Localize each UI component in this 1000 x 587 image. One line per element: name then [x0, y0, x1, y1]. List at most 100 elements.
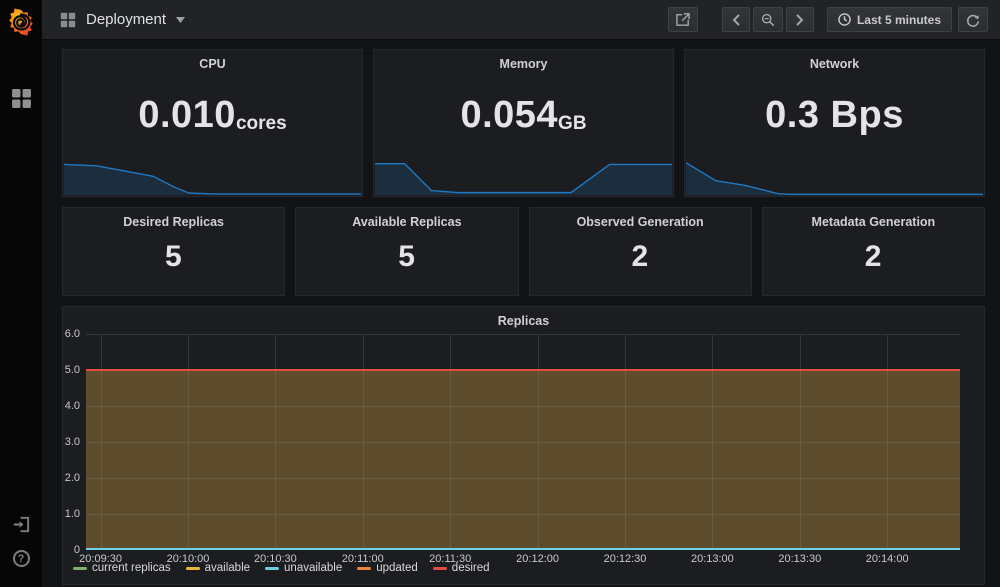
- refresh-icon: [967, 14, 980, 27]
- cpu-value-number: 0.010: [138, 93, 236, 136]
- series-line-unavailable: [86, 548, 960, 550]
- legend-item-updated[interactable]: updated: [357, 562, 418, 574]
- dashboard-grid-icon: [60, 12, 76, 27]
- panel-memory: Memory 0.054 GB: [373, 49, 674, 197]
- dashboard-picker[interactable]: Deployment: [60, 11, 186, 28]
- sidebar-item-sign-in[interactable]: [0, 507, 42, 541]
- legend-swatch: [185, 566, 200, 570]
- network-value-number: 0.3 Bps: [765, 93, 904, 136]
- sidebar-item-help[interactable]: ?: [0, 541, 42, 575]
- cpu-sparkline: [64, 161, 361, 195]
- series-fill-updated: [86, 370, 960, 550]
- horizontal-gridline: [86, 478, 960, 479]
- horizontal-gridline: [86, 442, 960, 443]
- replica-stats-row: Desired Replicas 5 Available Replicas 5 …: [62, 207, 985, 296]
- y-tick-label: 0: [73, 544, 80, 556]
- legend-label: current replicas: [92, 562, 171, 574]
- network-sparkline: [686, 161, 983, 195]
- panel-network: Network 0.3 Bps: [684, 49, 985, 197]
- zoom-out-button[interactable]: [752, 7, 783, 32]
- metadata-generation-value: 2: [864, 239, 882, 273]
- memory-value-number: 0.054: [460, 93, 559, 136]
- x-tick-label: 20:12:00: [516, 553, 560, 565]
- available-replicas-value: 5: [398, 239, 416, 273]
- x-tick-label: 20:13:30: [778, 553, 822, 565]
- series-line-desired: [86, 369, 960, 371]
- legend-swatch: [265, 566, 280, 570]
- dashboard-content: CPU 0.010 cores Memory 0.054 GB Network 0.…: [42, 40, 1000, 587]
- grafana-logo-icon: [9, 8, 33, 36]
- panel-metadata-generation: Metadata Generation 2: [761, 207, 985, 296]
- y-tick-label: 6.0: [64, 328, 80, 340]
- refresh-button[interactable]: [958, 7, 988, 32]
- desired-replicas-value: 5: [165, 239, 183, 273]
- y-tick-label: 2.0: [64, 472, 80, 484]
- panel-title-desired-replicas[interactable]: Desired Replicas: [123, 215, 224, 229]
- sidebar: ?: [0, 0, 42, 587]
- panel-title-observed-generation[interactable]: Observed Generation: [576, 215, 704, 229]
- sidebar-item-dashboards[interactable]: [0, 81, 42, 115]
- horizontal-gridline: [86, 334, 960, 335]
- legend-swatch: [432, 566, 447, 570]
- panel-title-metadata-generation[interactable]: Metadata Generation: [811, 215, 936, 229]
- panel-title-replicas[interactable]: Replicas: [497, 314, 550, 328]
- time-nav-group: [721, 7, 814, 32]
- series-fill-current-replicas: [86, 370, 960, 550]
- memory-value-unit: GB: [558, 113, 587, 134]
- panel-replicas-graph: Replicas 6.0 5.0 4.0 3.0 2.0 1.0 0 20:09:30 20:…: [62, 306, 985, 585]
- time-forward-button[interactable]: [785, 7, 814, 32]
- x-tick-label: 20:14:00: [865, 553, 909, 565]
- observed-generation-value: 2: [631, 239, 649, 273]
- panel-observed-generation: Observed Generation 2: [528, 207, 752, 296]
- help-icon: ?: [12, 549, 30, 567]
- time-range-button[interactable]: Last 5 minutes: [826, 7, 952, 32]
- dashboards-grid-icon: [11, 88, 31, 108]
- x-axis-labels: 20:09:30 20:10:00 20:10:30 20:11:00 20:11:30…: [79, 553, 960, 567]
- legend-item-current-replicas[interactable]: current replicas: [73, 562, 171, 574]
- horizontal-gridline: [86, 406, 960, 407]
- navbar-actions: Last 5 minutes: [667, 7, 988, 32]
- panel-title-network[interactable]: Network: [809, 57, 860, 71]
- share-icon: [676, 13, 690, 26]
- y-tick-label: 1.0: [64, 508, 80, 520]
- x-tick-label: 20:10:30: [253, 553, 297, 565]
- chart-legend: current replicas available unavailable upda…: [73, 562, 490, 574]
- chevron-down-icon: [176, 16, 186, 23]
- navbar: Deployment: [42, 0, 1000, 40]
- chart-plot-area[interactable]: [86, 334, 960, 550]
- share-button[interactable]: [667, 7, 698, 32]
- time-back-button[interactable]: [721, 7, 750, 32]
- time-range-label: Last 5 minutes: [856, 12, 941, 27]
- clock-icon: [838, 13, 851, 26]
- legend-swatch: [73, 566, 87, 570]
- horizontal-gridline: [86, 514, 960, 515]
- cpu-value-unit: cores: [235, 113, 287, 134]
- x-tick-label: 20:10:00: [166, 553, 210, 565]
- zoom-out-icon: [761, 13, 775, 26]
- chevron-right-icon: [796, 13, 804, 26]
- sign-in-icon: [13, 516, 29, 532]
- panel-available-replicas: Available Replicas 5: [295, 207, 519, 296]
- y-axis-labels: 6.0 5.0 4.0 3.0 2.0 1.0 0: [63, 328, 83, 556]
- memory-value: 0.054 GB: [374, 70, 673, 160]
- legend-label: updated: [376, 562, 418, 574]
- legend-item-available[interactable]: available: [185, 562, 250, 574]
- panel-desired-replicas: Desired Replicas 5: [62, 207, 286, 296]
- stats-row: CPU 0.010 cores Memory 0.054 GB Network 0.…: [62, 49, 985, 197]
- panel-title-available-replicas[interactable]: Available Replicas: [352, 215, 462, 229]
- y-tick-label: 5.0: [64, 364, 80, 376]
- x-tick-label: 20:12:30: [603, 553, 647, 565]
- graph-row: Replicas 6.0 5.0 4.0 3.0 2.0 1.0 0 20:09:30 20:…: [62, 306, 985, 585]
- panel-title-memory[interactable]: Memory: [499, 57, 548, 71]
- y-tick-label: 3.0: [64, 436, 80, 448]
- legend-item-unavailable[interactable]: unavailable: [265, 562, 342, 574]
- panel-cpu: CPU 0.010 cores: [62, 49, 363, 197]
- legend-item-desired[interactable]: desired: [432, 562, 490, 574]
- panel-title-cpu[interactable]: CPU: [199, 57, 226, 71]
- network-value: 0.3 Bps: [685, 70, 984, 160]
- x-tick-label: 20:11:00: [341, 553, 384, 565]
- grafana-logo[interactable]: [0, 5, 42, 39]
- legend-label: desired: [451, 562, 490, 574]
- x-tick-label: 20:11:30: [429, 553, 472, 565]
- legend-swatch: [357, 566, 372, 570]
